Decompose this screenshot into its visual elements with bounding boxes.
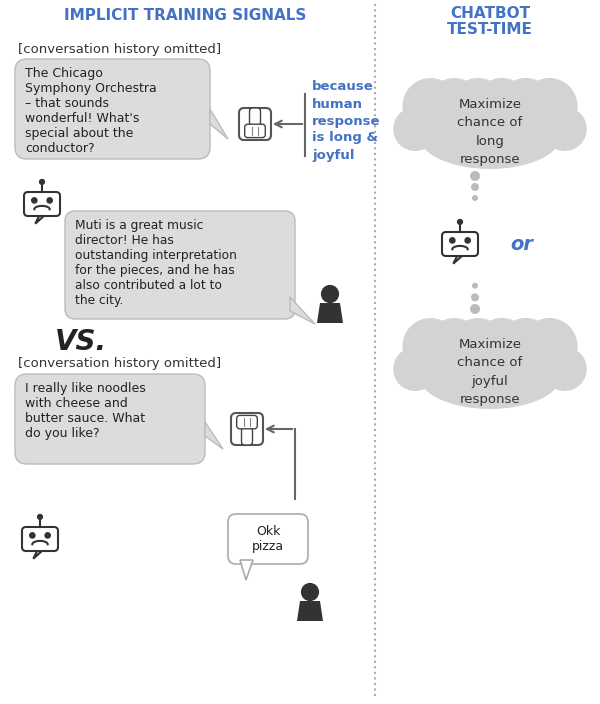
Circle shape	[40, 180, 44, 184]
Circle shape	[47, 198, 52, 203]
Text: Muti is a great music
director! He has
outstanding interpretation
for the pieces: Muti is a great music director! He has o…	[75, 219, 237, 307]
FancyBboxPatch shape	[24, 192, 60, 216]
Circle shape	[29, 533, 35, 538]
Text: The Chicago
Symphony Orchestra
– that sounds
wonderful! What's
special about the: The Chicago Symphony Orchestra – that so…	[25, 67, 157, 155]
FancyBboxPatch shape	[442, 232, 478, 256]
Polygon shape	[290, 297, 315, 324]
Circle shape	[403, 78, 458, 134]
Circle shape	[45, 533, 50, 538]
Ellipse shape	[424, 116, 556, 168]
Circle shape	[543, 347, 587, 391]
Polygon shape	[453, 256, 462, 264]
Circle shape	[403, 318, 458, 374]
Circle shape	[498, 318, 554, 374]
Circle shape	[450, 318, 506, 374]
FancyBboxPatch shape	[22, 527, 58, 551]
Circle shape	[472, 195, 478, 201]
Text: CHATBOT: CHATBOT	[450, 6, 530, 22]
Circle shape	[465, 238, 470, 243]
Circle shape	[450, 78, 506, 134]
Text: Maximize
chance of
long
response: Maximize chance of long response	[457, 99, 523, 165]
Text: Okk
pizza: Okk pizza	[252, 525, 284, 553]
Polygon shape	[317, 303, 343, 323]
Circle shape	[302, 584, 319, 601]
Circle shape	[32, 198, 37, 203]
FancyBboxPatch shape	[236, 415, 257, 429]
FancyBboxPatch shape	[15, 59, 210, 159]
Circle shape	[521, 318, 577, 374]
Circle shape	[322, 286, 338, 303]
Circle shape	[521, 78, 577, 134]
FancyBboxPatch shape	[241, 427, 253, 445]
Circle shape	[474, 78, 530, 134]
Circle shape	[543, 107, 587, 151]
FancyBboxPatch shape	[228, 514, 308, 564]
Circle shape	[426, 78, 482, 134]
Circle shape	[472, 283, 478, 289]
Ellipse shape	[418, 339, 562, 409]
Text: [conversation history omitted]: [conversation history omitted]	[18, 42, 221, 56]
Circle shape	[449, 238, 455, 243]
Circle shape	[393, 107, 437, 151]
Ellipse shape	[424, 356, 556, 408]
Polygon shape	[297, 601, 323, 621]
FancyBboxPatch shape	[15, 374, 205, 464]
Circle shape	[498, 78, 554, 134]
FancyBboxPatch shape	[245, 124, 265, 137]
Text: TEST-TIME: TEST-TIME	[447, 22, 533, 37]
Polygon shape	[35, 216, 44, 224]
Circle shape	[470, 304, 480, 314]
Ellipse shape	[418, 99, 562, 169]
Polygon shape	[210, 109, 228, 139]
Circle shape	[471, 294, 479, 301]
Circle shape	[393, 347, 437, 391]
FancyBboxPatch shape	[239, 108, 271, 140]
Polygon shape	[33, 551, 42, 559]
Text: or: or	[510, 234, 533, 253]
Text: [conversation history omitted]: [conversation history omitted]	[18, 358, 221, 370]
FancyBboxPatch shape	[65, 211, 295, 319]
Text: Maximize
chance of
joyful
response: Maximize chance of joyful response	[457, 339, 523, 406]
Text: VS.: VS.	[55, 328, 107, 356]
Text: I really like noodles
with cheese and
butter sauce. What
do you like?: I really like noodles with cheese and bu…	[25, 382, 146, 440]
Polygon shape	[240, 560, 253, 580]
FancyBboxPatch shape	[231, 413, 263, 445]
Circle shape	[458, 220, 463, 225]
Circle shape	[38, 515, 43, 520]
Circle shape	[471, 183, 479, 191]
Text: IMPLICIT TRAINING SIGNALS: IMPLICIT TRAINING SIGNALS	[64, 8, 306, 23]
Text: because
human
response
is long &
joyful: because human response is long & joyful	[312, 80, 380, 161]
Circle shape	[426, 318, 482, 374]
Circle shape	[470, 171, 480, 181]
Circle shape	[474, 318, 530, 374]
FancyBboxPatch shape	[250, 108, 260, 125]
Polygon shape	[205, 422, 223, 449]
